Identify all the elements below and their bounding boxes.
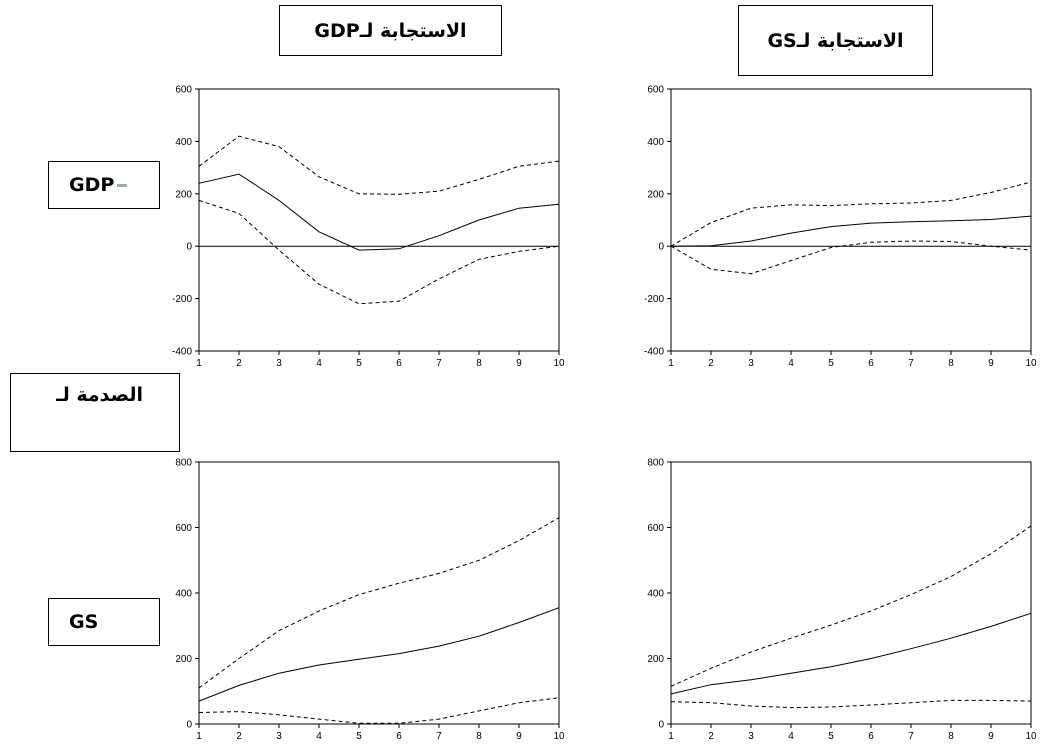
- confidence-band-line-2: [670, 240, 1032, 275]
- y-tick-label: 0: [186, 720, 192, 731]
- response-line: [198, 173, 560, 251]
- x-tick-label: 8: [948, 731, 954, 742]
- x-tick-label: 10: [1025, 731, 1037, 742]
- plot-frame: [670, 461, 1032, 725]
- y-tick-label: 0: [186, 242, 192, 253]
- confidence-band-line-2: [198, 199, 560, 305]
- y-tick-label: -400: [644, 347, 664, 358]
- x-tick-label: 3: [276, 358, 282, 369]
- header-gs-response: GSالاستجابة لـ: [738, 5, 933, 76]
- row-label-gs: GS: [48, 598, 160, 646]
- confidence-band-line-1: [670, 181, 1032, 247]
- y-tick-label: 200: [647, 189, 664, 200]
- confidence-band-line-1: [198, 517, 560, 689]
- shock-text: الصدمة لـ: [56, 384, 143, 406]
- x-tick-label: 9: [988, 731, 994, 742]
- plot-frame: [670, 88, 1032, 352]
- x-tick-label: 3: [748, 358, 754, 369]
- y-tick-label: 400: [175, 137, 192, 148]
- confidence-band-line-1: [670, 525, 1032, 687]
- x-tick-label: 3: [276, 731, 282, 742]
- x-tick-label: 6: [868, 358, 874, 369]
- x-tick-label: 2: [236, 731, 242, 742]
- plot-frame: [198, 461, 560, 725]
- confidence-band-line-1: [198, 135, 560, 195]
- x-tick-label: 5: [828, 358, 834, 369]
- y-tick-label: 800: [647, 458, 664, 469]
- x-tick-label: 4: [316, 731, 322, 742]
- x-tick-label: 2: [708, 358, 714, 369]
- x-tick-label: 8: [948, 358, 954, 369]
- x-tick-label: 4: [788, 358, 794, 369]
- y-tick-label: 800: [175, 458, 192, 469]
- x-tick-label: 7: [436, 358, 442, 369]
- x-tick-label: 10: [1025, 358, 1037, 369]
- y-tick-label: 0: [658, 720, 664, 731]
- header-gdp-text: GDPالاستجابة لـ: [314, 19, 467, 42]
- header-gdp-response: GDPالاستجابة لـ: [279, 5, 502, 56]
- x-tick-label: 1: [196, 358, 202, 369]
- x-tick-label: 6: [868, 731, 874, 742]
- response-line: [198, 607, 560, 702]
- y-tick-label: -200: [644, 294, 664, 305]
- row-label-gdp: GDP: [48, 161, 160, 209]
- y-tick-label: 400: [647, 589, 664, 600]
- shock-label: الصدمة لـ: [10, 373, 180, 452]
- x-tick-label: 1: [668, 731, 674, 742]
- y-tick-label: 600: [647, 523, 664, 534]
- header-gs-text: GSالاستجابة لـ: [767, 29, 904, 52]
- confidence-band-line-2: [670, 699, 1032, 709]
- x-tick-label: 3: [748, 731, 754, 742]
- x-tick-label: 7: [436, 731, 442, 742]
- row-gdp-text: GDP: [69, 174, 115, 196]
- x-tick-label: 1: [668, 358, 674, 369]
- x-tick-label: 8: [476, 358, 482, 369]
- confidence-band-line-2: [198, 697, 560, 724]
- x-tick-label: 9: [516, 358, 522, 369]
- chart-panel-3: 0 200 400 600 800 1 2 3 4 5 6 7 8 9 10: [175, 458, 565, 743]
- x-tick-label: 7: [908, 358, 914, 369]
- y-tick-label: -200: [172, 294, 192, 305]
- y-tick-label: 400: [647, 137, 664, 148]
- y-tick-label: 200: [175, 654, 192, 665]
- x-tick-label: 7: [908, 731, 914, 742]
- y-tick-label: 0: [658, 242, 664, 253]
- y-tick-label: 400: [175, 589, 192, 600]
- x-tick-label: 5: [828, 731, 834, 742]
- x-tick-label: 9: [988, 358, 994, 369]
- x-tick-label: 5: [356, 358, 362, 369]
- x-tick-label: 10: [553, 731, 565, 742]
- y-tick-label: 200: [647, 654, 664, 665]
- x-tick-label: 2: [708, 731, 714, 742]
- response-line: [670, 215, 1032, 247]
- y-tick-label: -400: [172, 347, 192, 358]
- x-tick-label: 1: [196, 731, 202, 742]
- response-line: [670, 612, 1032, 695]
- y-tick-label: 600: [175, 85, 192, 96]
- x-tick-label: 8: [476, 731, 482, 742]
- x-tick-label: 5: [356, 731, 362, 742]
- y-tick-label: 600: [175, 523, 192, 534]
- x-tick-label: 6: [396, 731, 402, 742]
- plot-frame: [198, 88, 560, 352]
- chart-panel-2: -400 -200 0 200 400 600 1 2 3 4 5 6 7 8 9 10: [644, 85, 1037, 370]
- chart-panel-4: 0 200 400 600 800 1 2 3 4 5 6 7 8 9 10: [647, 458, 1037, 743]
- y-tick-label: 200: [175, 189, 192, 200]
- x-tick-label: 6: [396, 358, 402, 369]
- x-tick-label: 9: [516, 731, 522, 742]
- chart-panel-1: -400 -200 0 200 400 600 1 2 3 4 5 6 7 8 9 10: [172, 85, 565, 370]
- x-tick-label: 10: [553, 358, 565, 369]
- x-tick-label: 4: [316, 358, 322, 369]
- row-gs-text: GS: [69, 611, 99, 633]
- small-marker-icon: [117, 184, 128, 187]
- x-tick-label: 2: [236, 358, 242, 369]
- x-tick-label: 4: [788, 731, 794, 742]
- y-tick-label: 600: [647, 85, 664, 96]
